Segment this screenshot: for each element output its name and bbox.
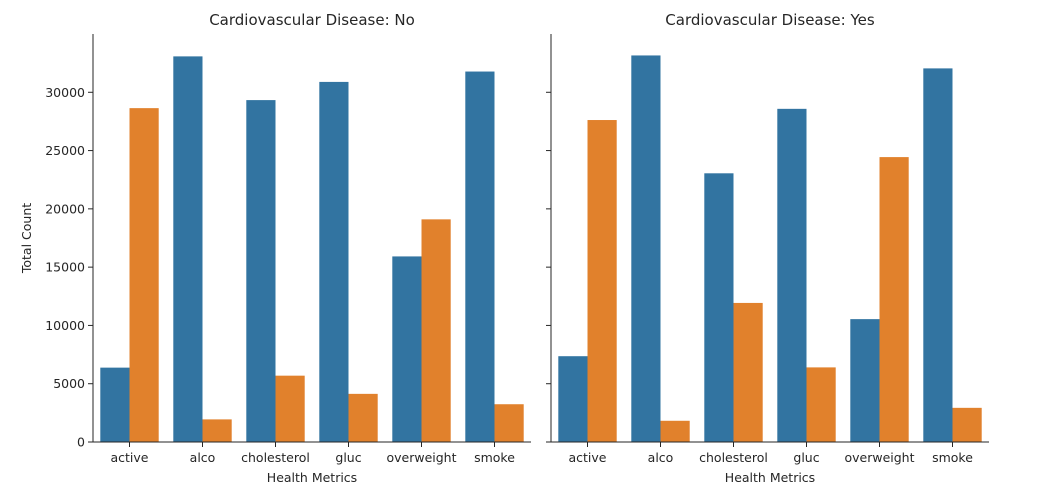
- y-tick-label: 30000: [45, 85, 85, 100]
- bar-active-series-1: [587, 120, 617, 442]
- bar-gluc-series-1: [348, 393, 378, 442]
- bar-alco-series-0: [173, 56, 203, 442]
- y-axis-label: Total Count: [19, 203, 34, 274]
- x-tick-label: cholesterol: [241, 450, 310, 465]
- x-tick-label: alco: [190, 450, 216, 465]
- facet-title: Cardiovascular Disease: Yes: [665, 11, 875, 29]
- x-axis-label: Health Metrics: [267, 470, 357, 485]
- x-axis-label: Health Metrics: [725, 470, 815, 485]
- bar-overweight-series-0: [392, 256, 422, 442]
- facet-panel-1: active alco cholesterol gluc overweight smoke…: [546, 11, 989, 485]
- facet-title: Cardiovascular Disease: No: [209, 11, 415, 29]
- bar-smoke-series-1: [494, 404, 524, 442]
- bar-overweight-series-0: [850, 319, 880, 442]
- x-tick-label: alco: [648, 450, 674, 465]
- bar-overweight-series-1: [421, 219, 451, 442]
- bar-cholesterol-series-0: [246, 100, 276, 442]
- bar-alco-series-0: [631, 55, 661, 442]
- bar-active-series-0: [100, 367, 130, 442]
- bar-smoke-series-0: [923, 68, 953, 442]
- bar-cholesterol-series-0: [704, 173, 734, 443]
- y-tick-label: 10000: [45, 318, 85, 333]
- bar-active-series-1: [129, 108, 159, 442]
- y-tick-label: 15000: [45, 260, 85, 275]
- facet-panel-0: 0 5000 10000 15000 20000 25000 30000 active alco…: [19, 11, 531, 485]
- y-tick-label: 20000: [45, 201, 85, 216]
- bar-overweight-series-1: [879, 157, 909, 442]
- bar-gluc-series-1: [806, 367, 836, 442]
- bar-cholesterol-series-1: [733, 302, 763, 442]
- bar-gluc-series-0: [777, 108, 807, 442]
- x-tick-label: overweight: [386, 450, 456, 465]
- x-tick-label: active: [111, 450, 149, 465]
- bar-gluc-series-0: [319, 81, 349, 442]
- bar-smoke-series-0: [465, 71, 495, 442]
- y-tick-label: 25000: [45, 143, 85, 158]
- x-tick-label: smoke: [932, 450, 973, 465]
- bar-active-series-0: [558, 356, 588, 442]
- x-tick-label: active: [569, 450, 607, 465]
- y-tick-label: 0: [77, 435, 85, 450]
- x-tick-label: smoke: [474, 450, 515, 465]
- x-tick-label: cholesterol: [699, 450, 768, 465]
- y-tick-label: 5000: [53, 376, 85, 391]
- bar-smoke-series-1: [952, 407, 982, 442]
- bar-alco-series-1: [202, 419, 232, 442]
- x-tick-label: overweight: [844, 450, 914, 465]
- x-tick-label: gluc: [793, 450, 819, 465]
- bar-alco-series-1: [660, 420, 690, 442]
- x-tick-label: gluc: [335, 450, 361, 465]
- bar-cholesterol-series-1: [275, 375, 305, 442]
